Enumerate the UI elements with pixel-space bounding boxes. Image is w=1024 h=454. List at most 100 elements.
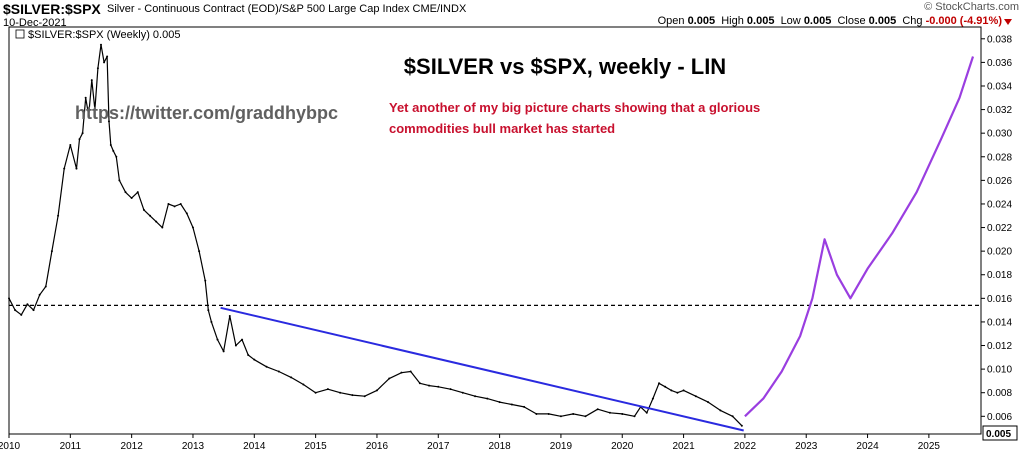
data-point <box>50 250 53 253</box>
data-point <box>204 279 207 282</box>
data-point <box>707 401 710 404</box>
y-tick-label: 0.008 <box>987 388 1012 399</box>
data-point <box>351 394 354 397</box>
data-point <box>167 202 170 205</box>
x-tick-label: 2014 <box>243 441 266 452</box>
data-point <box>20 313 23 316</box>
x-tick-label: 2022 <box>734 441 757 452</box>
data-point <box>302 383 305 386</box>
data-point <box>44 285 47 288</box>
last-value-label: 0.005 <box>986 429 1011 440</box>
y-tick-label: 0.006 <box>987 412 1012 423</box>
x-tick-label: 2012 <box>121 441 144 452</box>
down-arrow-icon <box>1004 19 1012 25</box>
x-tick-label: 2018 <box>488 441 511 452</box>
data-point <box>409 370 412 373</box>
y-axis: 0.006 0.008 0.010 0.012 0.014 0.016 0.018 0.020… <box>981 34 1012 423</box>
data-point <box>99 43 102 46</box>
data-point <box>14 309 17 312</box>
y-tick-label: 0.028 <box>987 152 1012 163</box>
low-value: 0.005 <box>803 15 832 27</box>
data-point <box>314 391 317 394</box>
series-layer <box>8 43 981 432</box>
data-point <box>584 415 587 418</box>
data-point <box>535 412 538 415</box>
data-point <box>731 415 734 418</box>
annotation-line-1: Yet another of my big picture charts sho… <box>389 100 760 115</box>
last-value-box <box>982 425 1018 441</box>
y-tick-label: 0.014 <box>987 317 1012 328</box>
data-point <box>461 391 464 394</box>
data-point <box>210 320 213 323</box>
data-point <box>608 411 611 414</box>
x-tick-label: 2019 <box>550 441 573 452</box>
y-tick-label: 0.026 <box>987 176 1012 187</box>
data-point <box>57 214 60 217</box>
data-point <box>498 401 501 404</box>
y-tick-label: 0.020 <box>987 247 1012 258</box>
data-point <box>682 389 685 392</box>
close-label: Close <box>837 15 866 27</box>
data-point <box>69 143 72 146</box>
data-point <box>124 191 127 194</box>
data-point <box>375 389 378 392</box>
data-point <box>161 226 164 229</box>
annotation: Yet another of my big picture charts sho… <box>389 100 760 136</box>
data-point <box>75 167 78 170</box>
x-tick-label: 2025 <box>918 441 941 452</box>
data-point <box>63 167 66 170</box>
data-point <box>400 371 403 374</box>
data-point <box>149 214 152 217</box>
data-point <box>185 212 188 215</box>
data-point <box>253 358 256 361</box>
data-point <box>247 353 250 356</box>
legend-swatch <box>15 29 25 39</box>
y-tick-label: 0.036 <box>987 58 1012 69</box>
x-tick-label: 2023 <box>795 441 818 452</box>
data-point <box>651 397 654 400</box>
y-tick-label: 0.010 <box>987 365 1012 376</box>
high-value: 0.005 <box>746 15 775 27</box>
data-point <box>84 96 87 99</box>
data-point <box>339 391 342 394</box>
data-point <box>290 376 293 379</box>
x-tick-label: 2024 <box>856 441 879 452</box>
data-point <box>8 297 10 300</box>
data-point <box>136 191 139 194</box>
data-point <box>198 250 201 253</box>
data-point <box>142 208 145 211</box>
chg-label: Chg <box>902 15 923 27</box>
data-point <box>326 388 329 391</box>
x-tick-label: 2020 <box>611 441 634 452</box>
data-point <box>93 108 96 111</box>
stockcharts-brand[interactable]: © StockCharts.com <box>924 1 1019 13</box>
data-point <box>81 132 84 135</box>
x-tick-label: 2010 <box>0 441 21 452</box>
ohlc-readout: Open 0.005 High 0.005 Low 0.005 Close 0.… <box>658 15 1002 27</box>
data-point <box>474 395 477 398</box>
y-tick-label: 0.030 <box>987 129 1012 140</box>
data-point <box>265 365 268 368</box>
plot-frame <box>8 26 982 435</box>
x-tick-label: 2013 <box>182 441 205 452</box>
data-point <box>115 155 118 158</box>
data-point <box>130 197 133 200</box>
data-point <box>547 412 550 415</box>
legend-label: $SILVER:$SPX (Weekly) 0.005 <box>28 29 180 41</box>
series-line-trendline <box>220 306 744 432</box>
open-value: 0.005 <box>687 15 716 27</box>
data-point <box>449 388 452 391</box>
data-point <box>523 405 526 408</box>
x-tick-label: 2015 <box>304 441 327 452</box>
data-point <box>510 403 513 406</box>
data-point <box>87 114 90 117</box>
data-point <box>694 395 697 398</box>
y-tick-label: 0.024 <box>987 199 1012 210</box>
close-value: 0.005 <box>868 15 897 27</box>
x-tick-label: 2017 <box>427 441 450 452</box>
data-point <box>103 61 106 64</box>
y-tick-label: 0.018 <box>987 270 1012 281</box>
chart-description: Silver - Continuous Contract (EOD)/S&P 5… <box>107 3 467 15</box>
data-point <box>32 309 35 312</box>
